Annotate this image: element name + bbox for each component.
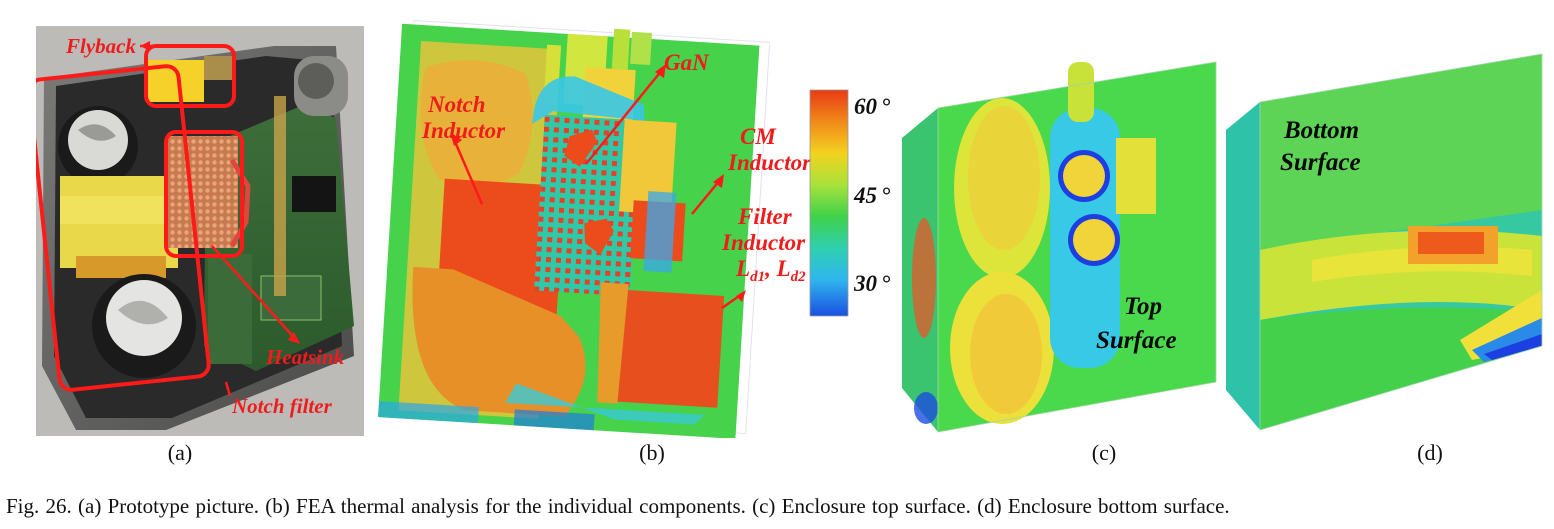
temperature-colorbar: 60 ° 45 ° 30 ° (809, 89, 891, 317)
panel-b-label: (b) (639, 440, 665, 465)
panel-a-label: (a) (167, 440, 193, 465)
cm-inductor-label-line1: CM (740, 124, 777, 149)
filter-inductor-label-line2: Inductor (721, 230, 806, 255)
enclosure-top-surface: Top Surface (902, 61, 1217, 433)
figure-caption: Fig. 26. (a) Prototype picture. (b) FEA … (6, 494, 1230, 518)
panel-c-label: (c) (1091, 440, 1117, 465)
top-surface-label-line2: Surface (1096, 327, 1177, 354)
bottom-surface-label-line2: Surface (1280, 149, 1361, 176)
fea-thermal-map: Notch Inductor GaN CM Inductor Filter In… (378, 19, 812, 438)
enclosure-bottom-surface: Bottom Surface (1226, 53, 1543, 431)
top-surface-label-line1: Top (1124, 293, 1162, 320)
flyback-label: Flyback (65, 34, 136, 58)
colorbar-gradient (809, 89, 849, 317)
bottom-surface-label-line1: Bottom (1283, 117, 1359, 144)
prototype-photo: Flyback Heatsink Notch filter (36, 26, 364, 436)
colorbar-tick-60: 60 ° (854, 94, 891, 119)
colorbar-tick-30: 30 ° (853, 271, 891, 296)
gan-label: GaN (664, 50, 710, 75)
notch-inductor-label-line1: Notch (427, 92, 486, 117)
filter-inductor-label-line1: Filter (737, 204, 793, 229)
ld-label: Ld1, Ld2 (735, 256, 806, 285)
colorbar-tick-45: 45 ° (853, 183, 891, 208)
notch-filter-label: Notch filter (231, 394, 333, 418)
panel-d-label: (d) (1417, 440, 1443, 465)
heatsink-label: Heatsink (265, 345, 345, 369)
cm-inductor-label-line2: Inductor (727, 150, 812, 175)
notch-inductor-label-line2: Inductor (421, 118, 506, 143)
